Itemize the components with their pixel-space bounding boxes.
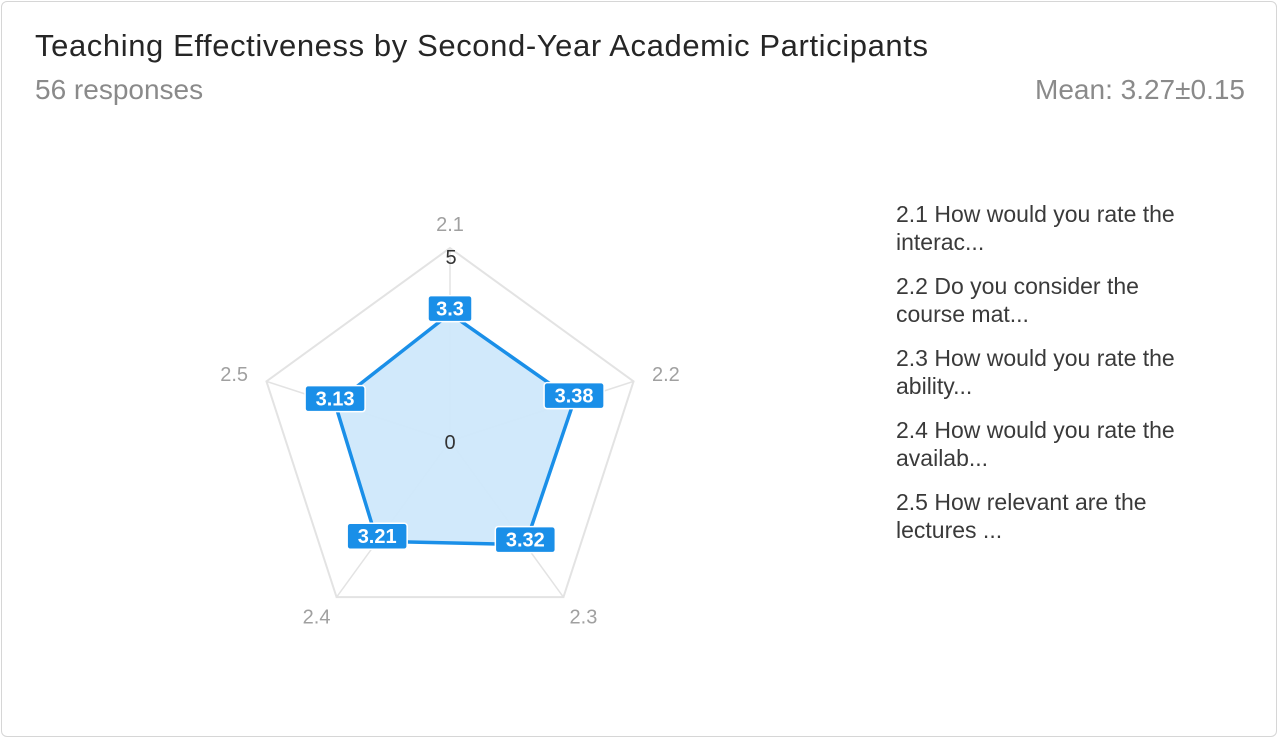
axis-label-2.3: 2.3 (570, 607, 598, 629)
r-tick-label-max: 5 (445, 247, 456, 269)
chart-title: Teaching Effectiveness by Second-Year Ac… (35, 28, 929, 63)
axis-label-2.4: 2.4 (303, 607, 331, 629)
mean-value: Mean: 3.27±0.15 (1035, 74, 1245, 105)
axis-label-2.2: 2.2 (652, 364, 680, 386)
value-badge-2.2 (543, 381, 605, 410)
value-label-2.2: 3.38 (555, 386, 594, 408)
grid-outer-ring (265, 246, 635, 599)
legend-item-2-5: 2.5 How relevant are the lectures ... (896, 489, 1147, 543)
value-badge-2.1 (427, 294, 473, 323)
response-count: 56 responses (35, 74, 204, 105)
legend-item-2-3: 2.3 How would you rate the ability... (896, 345, 1175, 399)
value-label-2.3: 3.32 (506, 530, 545, 552)
r-tick-label-min: 0 (444, 432, 455, 454)
value-label-2.4: 3.21 (358, 526, 397, 548)
axis-label-2.5: 2.5 (220, 364, 248, 386)
value-badge-2.5 (304, 384, 366, 413)
value-badge-2.3 (494, 525, 557, 554)
legend: 2.1 How would you rate the interac... 2.… (896, 200, 1196, 560)
value-label-2.5: 3.13 (316, 389, 355, 411)
value-badge-2.4 (346, 522, 408, 550)
value-label-2.1: 3.3 (436, 299, 464, 321)
axis-label-2.1: 2.1 (436, 214, 464, 236)
legend-item-2-4: 2.4 How would you rate the availab... (896, 417, 1175, 471)
legend-item-2-1: 2.1 How would you rate the interac... (896, 201, 1175, 255)
series-area (333, 311, 576, 547)
legend-item-2-2: 2.2 Do you consider the course mat... (896, 273, 1139, 327)
